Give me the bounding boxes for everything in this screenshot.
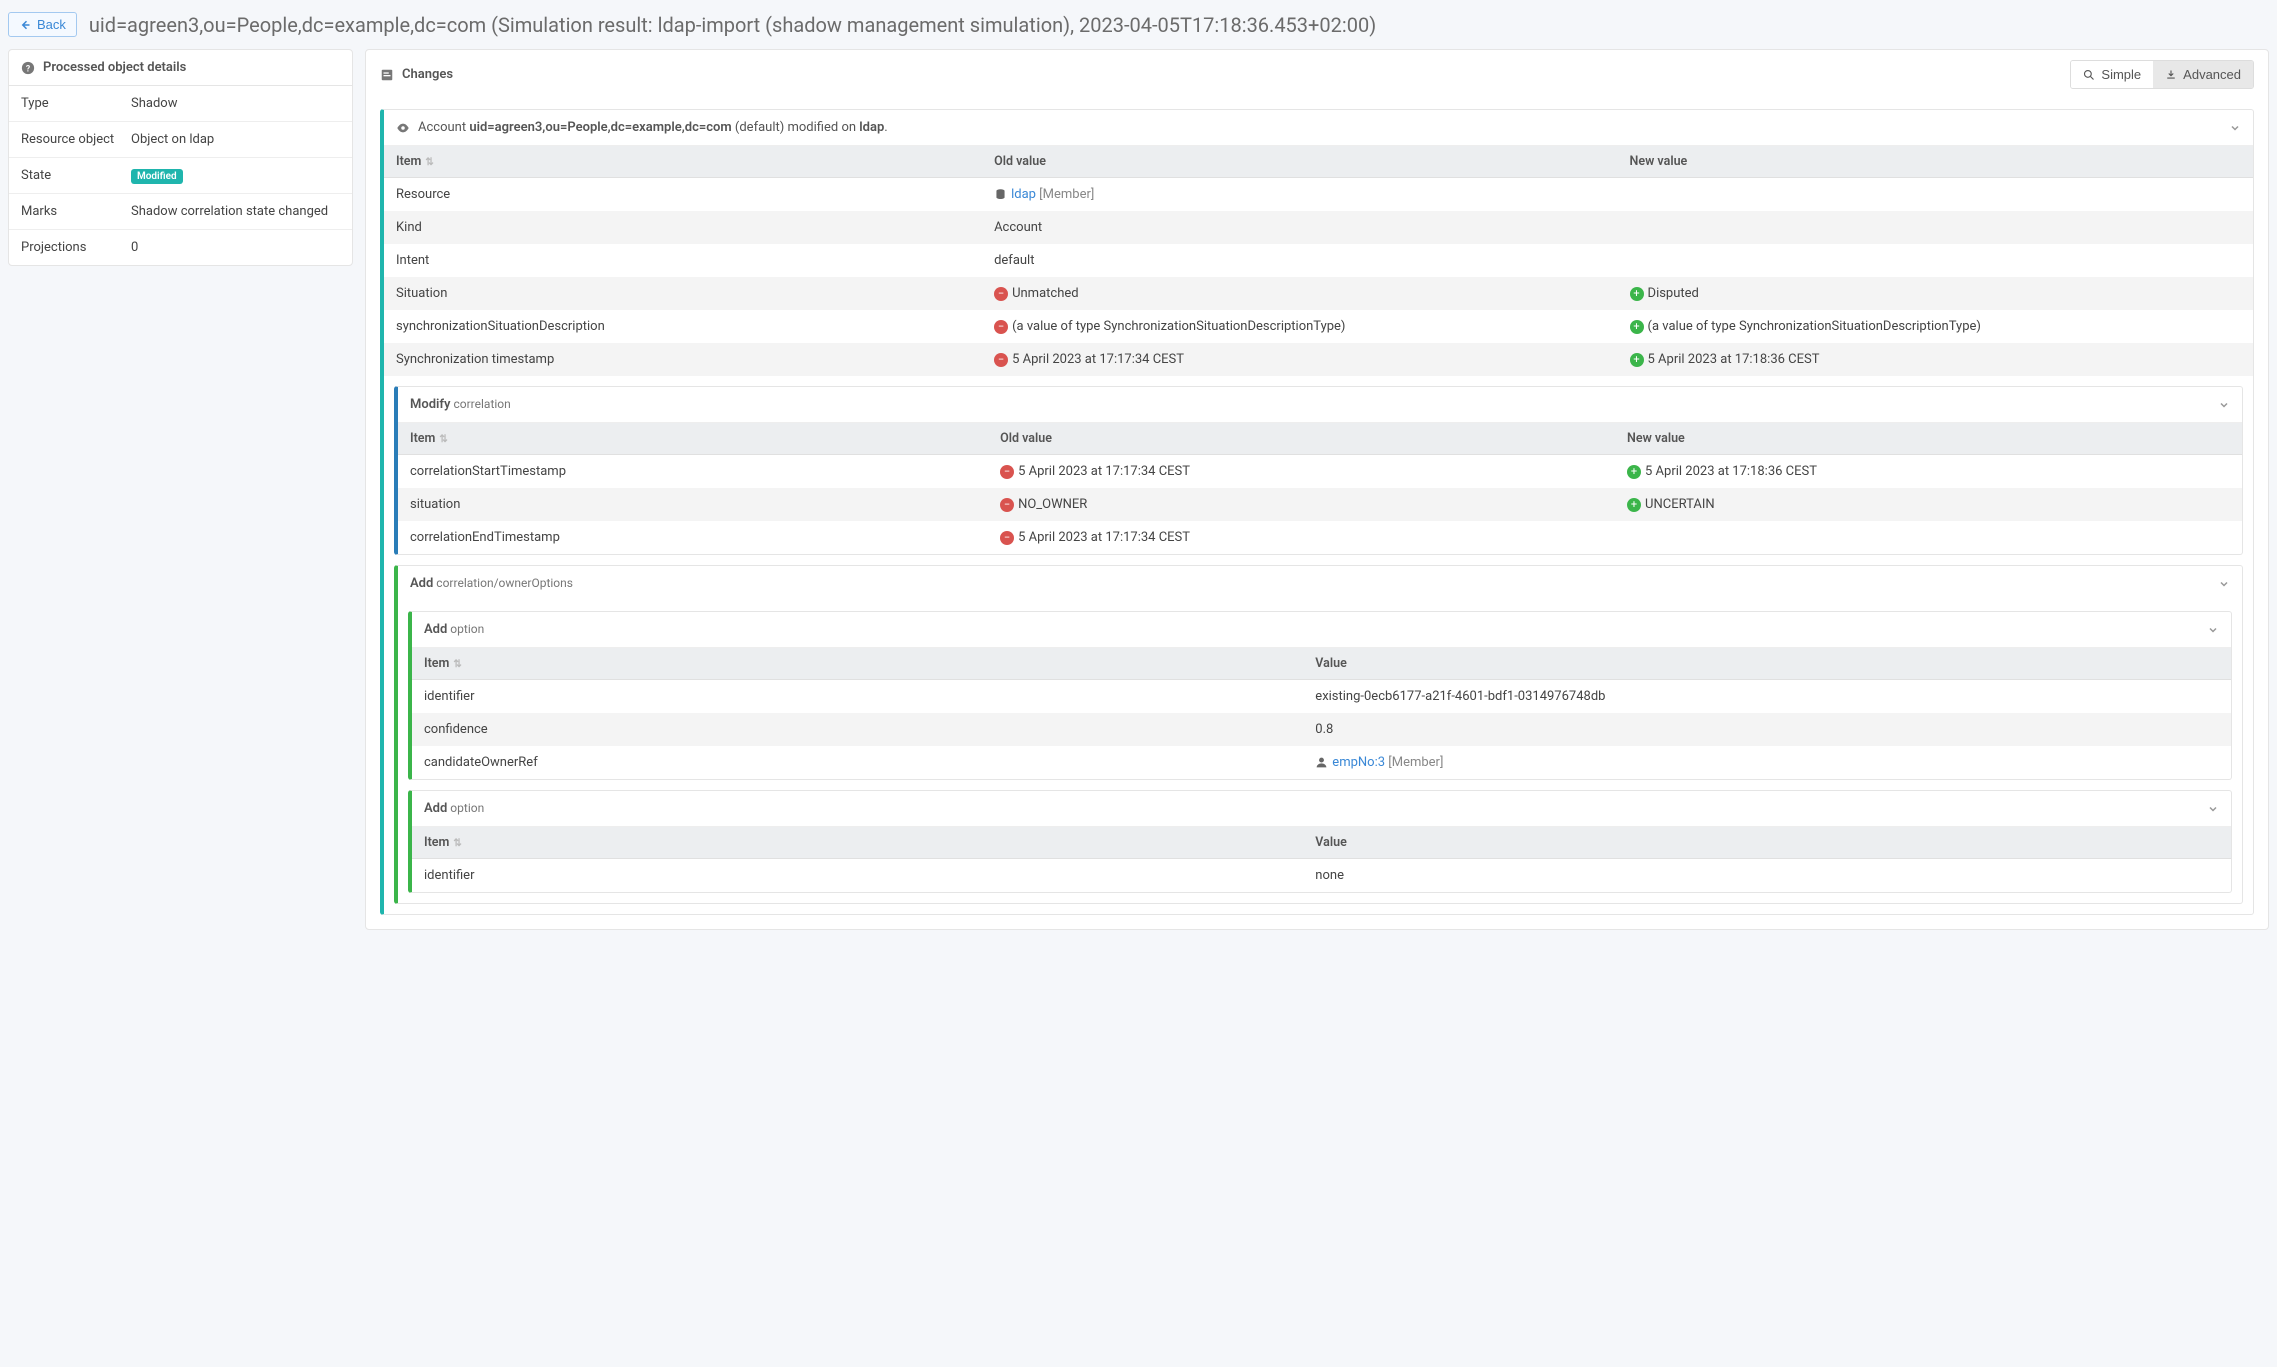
table-row: candidateOwnerRefempNo:3 [Member] <box>412 746 2231 779</box>
minus-icon: − <box>994 353 1008 367</box>
simple-toggle[interactable]: Simple <box>2071 61 2153 88</box>
table-row: identifiernone <box>412 859 2231 893</box>
col-new: New value <box>1618 146 2253 178</box>
plus-icon: + <box>1627 498 1641 512</box>
help-icon: ? <box>21 61 35 75</box>
add-option-block-1: Add option Item⇅ Value identifie <box>408 611 2232 780</box>
add-option1-title: Add option <box>424 622 484 637</box>
minus-icon: − <box>994 287 1008 301</box>
add-option1-table: Item⇅ Value identifierexisting-0ecb6177-… <box>412 648 2231 779</box>
modify-title: Modify correlation <box>410 397 511 412</box>
modify-correlation-block: Modify correlation Item⇅ Old value New v… <box>394 386 2243 555</box>
col-new: New value <box>1615 423 2242 455</box>
plus-icon: + <box>1630 353 1644 367</box>
col-item[interactable]: Item⇅ <box>412 648 1303 680</box>
state-badge: Modified <box>131 169 183 184</box>
plus-icon: + <box>1627 465 1641 479</box>
col-value: Value <box>1303 827 2231 859</box>
chevron-down-icon[interactable] <box>2218 399 2230 411</box>
add-owner-options-block: Add correlation/ownerOptions Add option <box>394 565 2243 904</box>
side-panel-title: Processed object details <box>43 60 186 75</box>
view-toggle: Simple Advanced <box>2070 60 2254 89</box>
add-option2-title: Add option <box>424 801 484 816</box>
col-old: Old value <box>982 146 1617 178</box>
changes-title: Changes <box>402 67 453 82</box>
account-header-text: Account uid=agreen3,ou=People,dc=example… <box>418 120 888 135</box>
side-panel-header: ? Processed object details <box>9 50 352 86</box>
add-option-block-2: Add option Item⇅ Value identifie <box>408 790 2232 893</box>
col-item[interactable]: Item⇅ <box>398 423 988 455</box>
processed-object-details-panel: ? Processed object details Type Shadow R… <box>8 49 353 266</box>
kv-type: Type Shadow <box>9 86 352 122</box>
account-change-block: Account uid=agreen3,ou=People,dc=example… <box>380 109 2254 915</box>
table-row: Intentdefault <box>384 244 2253 277</box>
search-icon <box>2083 69 2095 81</box>
svg-text:?: ? <box>26 64 30 74</box>
minus-icon: − <box>1000 465 1014 479</box>
table-row: synchronizationSituationDescription−(a v… <box>384 310 2253 343</box>
changes-panel: Changes Simple Advanced <box>365 49 2269 930</box>
col-item[interactable]: Item⇅ <box>384 146 982 178</box>
minus-icon: − <box>994 320 1008 334</box>
table-row: identifierexisting-0ecb6177-a21f-4601-bd… <box>412 680 2231 714</box>
col-value: Value <box>1303 648 2231 680</box>
chevron-down-icon[interactable] <box>2218 578 2230 590</box>
user-icon <box>1315 756 1328 769</box>
table-row: KindAccount <box>384 211 2253 244</box>
download-icon <box>2165 69 2177 81</box>
chevron-down-icon[interactable] <box>2207 803 2219 815</box>
chevron-down-icon[interactable] <box>2207 624 2219 636</box>
kv-state: State Modified <box>9 158 352 194</box>
kv-projections: Projections 0 <box>9 230 352 265</box>
col-item[interactable]: Item⇅ <box>412 827 1303 859</box>
table-row: Resourceldap [Member] <box>384 178 2253 212</box>
table-row: situation−NO_OWNER+UNCERTAIN <box>398 488 2242 521</box>
eye-icon <box>396 121 410 135</box>
table-row: confidence0.8 <box>412 713 2231 746</box>
owner-link[interactable]: empNo:3 <box>1332 755 1385 770</box>
table-row: Synchronization timestamp−5 April 2023 a… <box>384 343 2253 376</box>
kv-resource-object: Resource object Object on ldap <box>9 122 352 158</box>
table-row: correlationEndTimestamp−5 April 2023 at … <box>398 521 2242 554</box>
advanced-toggle[interactable]: Advanced <box>2153 61 2253 88</box>
account-table: Item⇅ Old value New value Resourceldap [… <box>384 146 2253 376</box>
table-row: correlationStartTimestamp−5 April 2023 a… <box>398 455 2242 489</box>
modify-table: Item⇅ Old value New value correlationSta… <box>398 423 2242 554</box>
resource-link[interactable]: ldap <box>1011 187 1036 202</box>
minus-icon: − <box>1000 498 1014 512</box>
page-title: uid=agreen3,ou=People,dc=example,dc=com … <box>89 13 1376 37</box>
table-row: Situation−Unmatched+Disputed <box>384 277 2253 310</box>
back-button[interactable]: Back <box>8 12 77 37</box>
plus-icon: + <box>1630 287 1644 301</box>
plus-icon: + <box>1630 320 1644 334</box>
back-label: Back <box>37 17 66 32</box>
add-option2-table: Item⇅ Value identifiernone <box>412 827 2231 892</box>
chevron-down-icon[interactable] <box>2229 122 2241 134</box>
minus-icon: − <box>1000 531 1014 545</box>
kv-marks: Marks Shadow correlation state changed <box>9 194 352 230</box>
add-owner-title: Add correlation/ownerOptions <box>410 576 573 591</box>
database-icon <box>994 188 1007 201</box>
changes-icon <box>380 68 394 82</box>
arrow-left-icon <box>19 19 31 31</box>
col-old: Old value <box>988 423 1615 455</box>
